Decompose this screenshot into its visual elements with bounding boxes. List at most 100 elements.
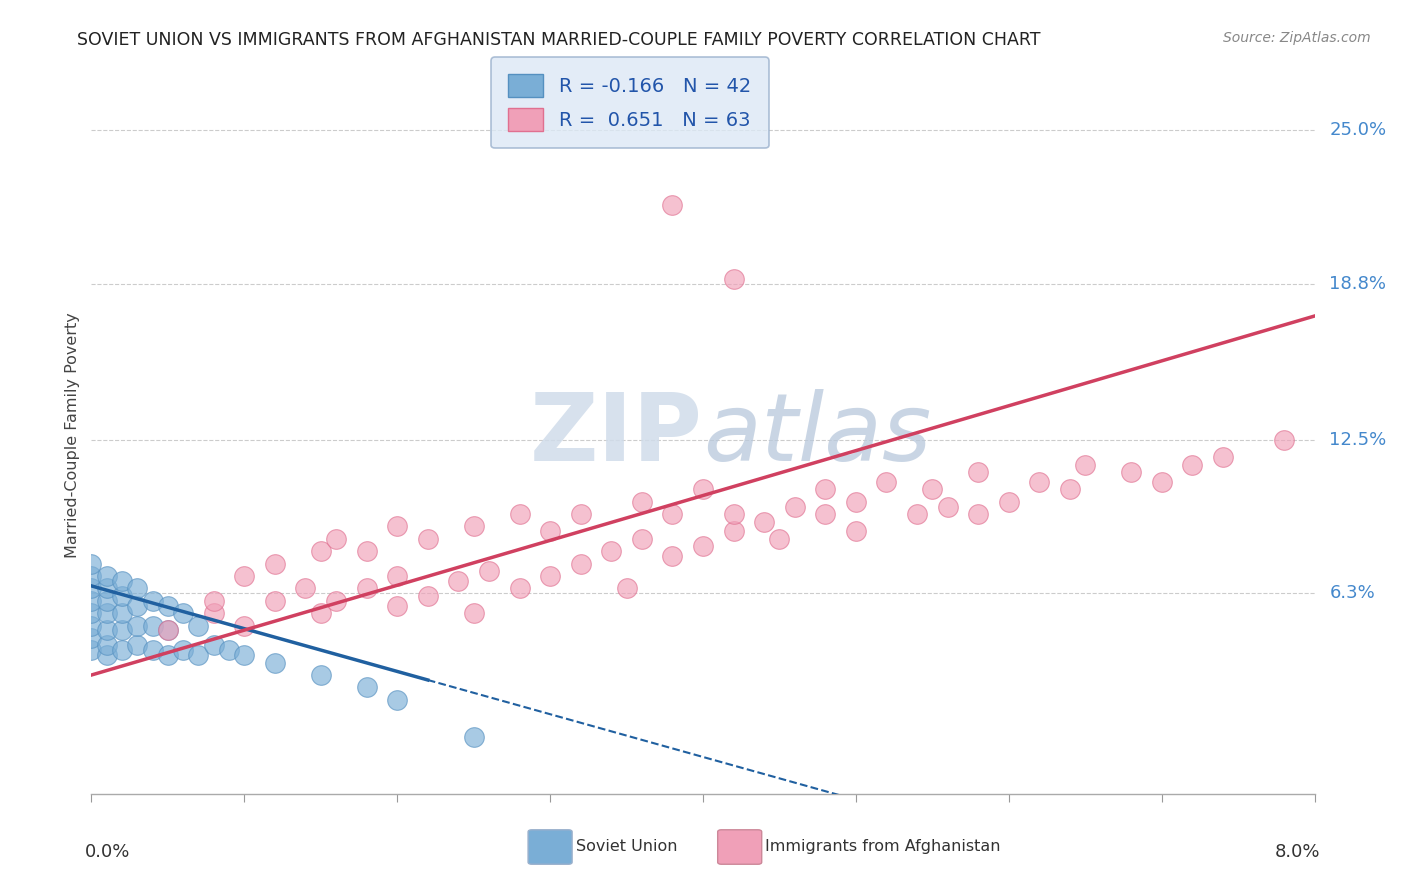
Point bbox=[1181, 458, 1204, 472]
Point bbox=[80, 643, 103, 657]
Point bbox=[80, 569, 103, 583]
FancyBboxPatch shape bbox=[717, 830, 762, 864]
Y-axis label: Married-Couple Family Poverty: Married-Couple Family Poverty bbox=[65, 312, 80, 558]
Point bbox=[661, 507, 683, 521]
Point bbox=[463, 519, 485, 533]
Text: ZIP: ZIP bbox=[530, 389, 703, 481]
Point bbox=[356, 582, 378, 596]
Point bbox=[141, 618, 163, 632]
Point bbox=[447, 574, 470, 588]
Point bbox=[814, 507, 837, 521]
Point bbox=[80, 618, 103, 632]
Point bbox=[309, 544, 332, 558]
Point bbox=[385, 569, 409, 583]
Point bbox=[509, 507, 531, 521]
Point bbox=[156, 624, 179, 638]
Point bbox=[616, 582, 638, 596]
Text: 12.5%: 12.5% bbox=[1329, 431, 1386, 449]
Point bbox=[967, 465, 990, 479]
Text: 0.0%: 0.0% bbox=[86, 843, 131, 861]
Point bbox=[723, 272, 745, 286]
Point bbox=[111, 643, 134, 657]
Point bbox=[156, 624, 179, 638]
Point bbox=[1272, 433, 1295, 447]
Point bbox=[509, 582, 531, 596]
Point bbox=[661, 197, 683, 211]
Point bbox=[233, 569, 256, 583]
Point bbox=[1059, 483, 1081, 497]
Point bbox=[96, 624, 118, 638]
Point bbox=[1212, 450, 1234, 464]
Point bbox=[723, 507, 745, 521]
Point bbox=[264, 656, 287, 670]
Point bbox=[538, 569, 561, 583]
Point bbox=[309, 668, 332, 682]
Text: 25.0%: 25.0% bbox=[1329, 121, 1386, 139]
Text: 18.8%: 18.8% bbox=[1329, 275, 1386, 293]
Point bbox=[111, 574, 134, 588]
Point bbox=[96, 582, 118, 596]
Point bbox=[80, 593, 103, 607]
Point bbox=[325, 532, 347, 546]
Point bbox=[187, 618, 209, 632]
Point bbox=[936, 500, 959, 514]
Point bbox=[385, 599, 409, 613]
Point bbox=[814, 483, 837, 497]
Point bbox=[141, 643, 163, 657]
Point bbox=[569, 557, 592, 571]
Point bbox=[111, 606, 134, 620]
Point bbox=[127, 638, 149, 652]
Point bbox=[630, 532, 652, 546]
Point bbox=[202, 606, 225, 620]
Point bbox=[1121, 465, 1143, 479]
Point bbox=[264, 557, 287, 571]
Point bbox=[845, 494, 868, 508]
Point bbox=[96, 593, 118, 607]
Point bbox=[127, 582, 149, 596]
Legend: R = -0.166   N = 42, R =  0.651   N = 63: R = -0.166 N = 42, R = 0.651 N = 63 bbox=[491, 57, 769, 148]
FancyBboxPatch shape bbox=[529, 830, 572, 864]
Point bbox=[156, 599, 179, 613]
Point bbox=[463, 730, 485, 744]
Point bbox=[569, 507, 592, 521]
Point bbox=[96, 569, 118, 583]
Point bbox=[356, 544, 378, 558]
Point bbox=[463, 606, 485, 620]
Point bbox=[294, 582, 316, 596]
Text: 6.3%: 6.3% bbox=[1329, 584, 1375, 602]
Point bbox=[768, 532, 790, 546]
Point bbox=[96, 606, 118, 620]
Point bbox=[385, 693, 409, 707]
Point bbox=[1074, 458, 1097, 472]
Point bbox=[156, 648, 179, 663]
Point bbox=[202, 593, 225, 607]
Point bbox=[754, 515, 776, 529]
Point bbox=[96, 638, 118, 652]
Point bbox=[325, 593, 347, 607]
Text: Source: ZipAtlas.com: Source: ZipAtlas.com bbox=[1223, 31, 1371, 45]
Point bbox=[692, 539, 714, 553]
Point bbox=[80, 606, 103, 620]
Point bbox=[127, 599, 149, 613]
Point bbox=[264, 593, 287, 607]
Point bbox=[80, 557, 103, 571]
Point bbox=[845, 524, 868, 539]
Point bbox=[783, 500, 806, 514]
Point bbox=[416, 589, 439, 603]
Point bbox=[80, 582, 103, 596]
Point bbox=[1150, 475, 1173, 489]
Point bbox=[356, 681, 378, 695]
Point bbox=[233, 618, 256, 632]
Point bbox=[127, 618, 149, 632]
Point bbox=[905, 507, 928, 521]
Text: Immigrants from Afghanistan: Immigrants from Afghanistan bbox=[765, 838, 1001, 854]
Point bbox=[661, 549, 683, 564]
Point bbox=[967, 507, 990, 521]
Point bbox=[998, 494, 1021, 508]
Point bbox=[478, 564, 501, 578]
Point bbox=[875, 475, 897, 489]
Text: 8.0%: 8.0% bbox=[1275, 843, 1320, 861]
Point bbox=[141, 593, 163, 607]
Text: atlas: atlas bbox=[703, 389, 931, 481]
Point bbox=[187, 648, 209, 663]
